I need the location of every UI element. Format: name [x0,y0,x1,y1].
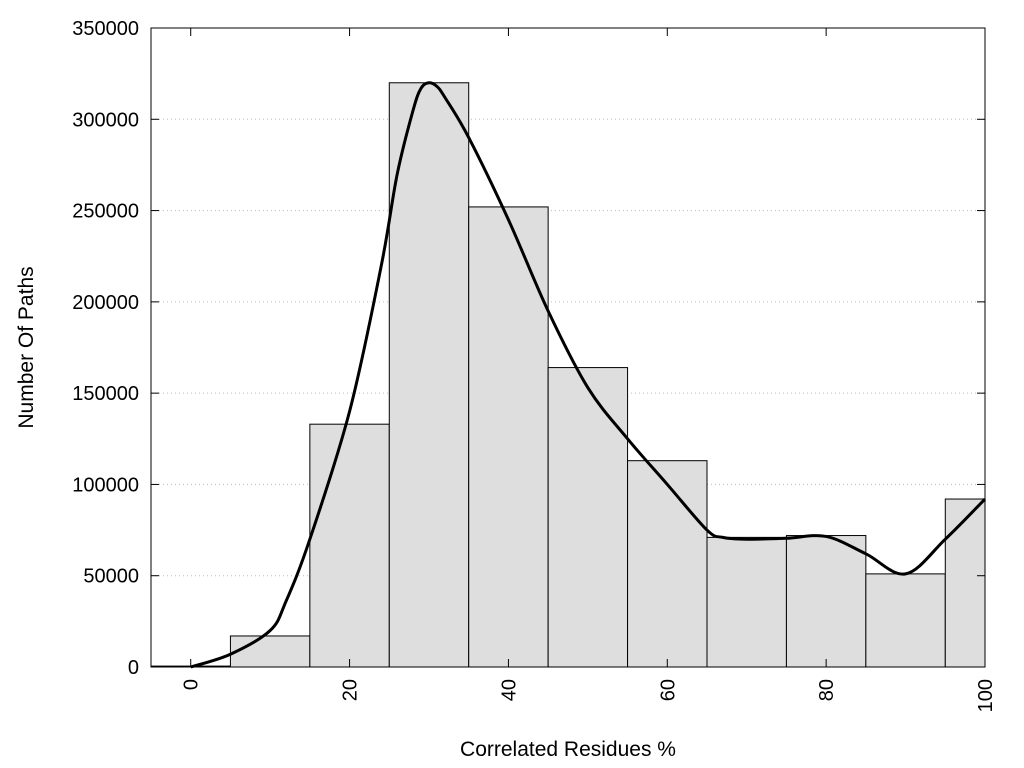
y-tick-label: 300000 [72,109,139,131]
x-tick-label: 100 [975,679,997,712]
x-tick-label: 40 [498,679,520,701]
y-tick-label: 200000 [72,292,139,314]
histogram-bar [309,423,390,668]
y-tick-label: 50000 [83,566,139,588]
histogram-bar [785,535,867,668]
x-axis-title: Correlated Residues % [460,738,676,761]
histogram-bar [229,635,311,668]
histogram-bars [150,82,986,668]
y-tick-label: 250000 [72,201,139,223]
histogram-bar [944,498,986,668]
x-tick-label: 0 [181,679,203,690]
y-axis-ticks: 0 50000 100000 150000 200000 250000 300000 3500… [72,18,985,679]
x-axis-ticks: 0 20 40 60 80 100 [181,28,997,712]
y-tick-label: 350000 [72,18,139,40]
y-tick-label: 150000 [72,383,139,405]
plot-frame [150,27,986,668]
histogram-bar [627,460,708,668]
histogram-bar [547,367,629,668]
x-tick-label: 80 [816,679,838,701]
histogram-bar [388,82,470,668]
x-tick-label: 60 [657,679,679,701]
y-axis-title: Number Of Paths [15,266,38,428]
histogram-bar [468,206,549,668]
y-tick-label: 100000 [72,474,139,496]
histogram-bar [865,573,946,668]
histogram-bar [706,536,787,668]
x-tick-label: 20 [340,679,362,701]
y-tick-label: 0 [128,657,139,679]
density-curve [190,81,987,669]
